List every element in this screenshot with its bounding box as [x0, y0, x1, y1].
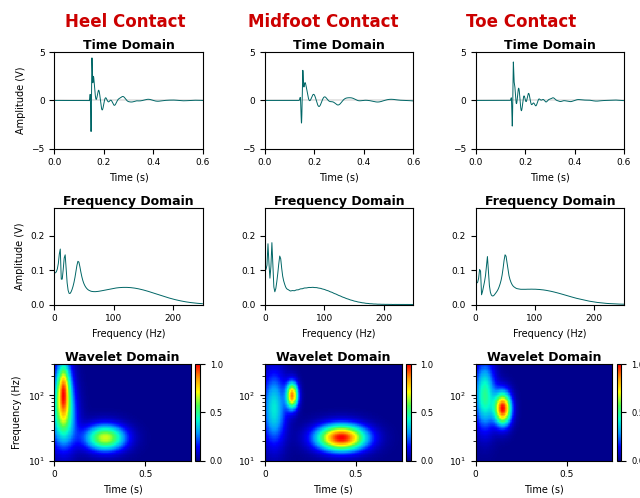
X-axis label: Time (s): Time (s) — [109, 173, 148, 183]
X-axis label: Time (s): Time (s) — [530, 173, 570, 183]
X-axis label: Frequency (Hz): Frequency (Hz) — [513, 329, 587, 339]
Y-axis label: Amplitude (V): Amplitude (V) — [15, 223, 25, 290]
X-axis label: Frequency (Hz): Frequency (Hz) — [303, 329, 376, 339]
Text: Toe Contact: Toe Contact — [467, 13, 577, 31]
Title: Time Domain: Time Domain — [293, 39, 385, 52]
Y-axis label: Frequency (Hz): Frequency (Hz) — [12, 376, 22, 449]
X-axis label: Time (s): Time (s) — [319, 173, 359, 183]
Text: Midfoot Contact: Midfoot Contact — [248, 13, 399, 31]
Title: Frequency Domain: Frequency Domain — [274, 195, 404, 208]
Title: Wavelet Domain: Wavelet Domain — [276, 351, 390, 365]
X-axis label: Time (s): Time (s) — [524, 485, 564, 495]
Title: Wavelet Domain: Wavelet Domain — [486, 351, 601, 365]
Title: Time Domain: Time Domain — [504, 39, 596, 52]
Y-axis label: Amplitude (V): Amplitude (V) — [16, 67, 26, 134]
X-axis label: Time (s): Time (s) — [103, 485, 143, 495]
X-axis label: Time (s): Time (s) — [314, 485, 353, 495]
X-axis label: Frequency (Hz): Frequency (Hz) — [92, 329, 165, 339]
Title: Time Domain: Time Domain — [83, 39, 175, 52]
Text: Heel Contact: Heel Contact — [65, 13, 185, 31]
Title: Frequency Domain: Frequency Domain — [63, 195, 194, 208]
Title: Frequency Domain: Frequency Domain — [484, 195, 615, 208]
Title: Wavelet Domain: Wavelet Domain — [65, 351, 180, 365]
